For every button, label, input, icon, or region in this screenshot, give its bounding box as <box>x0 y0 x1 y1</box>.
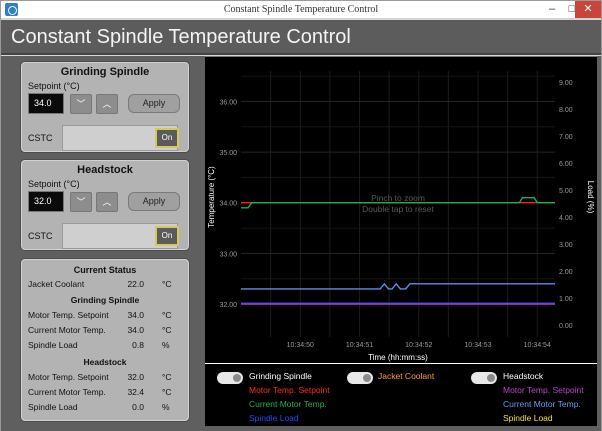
headstock-panel: Headstock Setpoint (°C) 32.0 ﹀ ︿ Apply C… <box>21 160 189 250</box>
legend-item-headstock-current-temp: Current Motor Temp. <box>503 399 581 409</box>
status-row-value: 32.0 <box>127 372 144 382</box>
chevron-down-icon: ﹀ <box>76 197 86 207</box>
legend-item-grinding-spindle-load: Spindle Load <box>249 413 299 423</box>
status-row-unit: °C <box>162 310 172 320</box>
headstock-setpoint-up-button[interactable]: ︿ <box>96 192 118 212</box>
legend-item-headstock-motor-setpoint: Motor Temp. Setpoint <box>503 385 584 395</box>
y-left-tick-label: 33.00 <box>219 251 237 258</box>
status-row-unit: % <box>162 402 170 412</box>
y-axis-left-label: Temperature (°C) <box>207 166 216 228</box>
status-row-value: 34.0 <box>127 325 144 335</box>
status-row-unit: °C <box>162 279 172 289</box>
legend-group-jacket-coolant: Jacket Coolant <box>378 371 435 381</box>
minimize-button[interactable]: – <box>548 3 556 15</box>
legend-group-grinding-spindle: Grinding Spindle <box>249 371 312 381</box>
app-icon <box>5 3 18 16</box>
chevron-up-icon: ︿ <box>102 99 112 109</box>
x-tick-label: 10:34:54 <box>524 342 551 349</box>
app-title: Constant Spindle Temperature Control <box>11 26 351 48</box>
grinding-cstc-label: CSTC <box>28 133 53 143</box>
main-area: Grinding Spindle Setpoint (°C) 34.0 ﹀ ︿ … <box>1 56 601 431</box>
grinding-cstc-toggle[interactable]: On <box>155 128 179 148</box>
legend-item-grinding-current-temp: Current Motor Temp. <box>249 399 327 409</box>
close-button[interactable]: ✕ <box>575 1 601 18</box>
status-row-value: 0.8 <box>132 340 144 350</box>
x-axis-label: Time (hh:mm:ss) <box>368 353 428 362</box>
series-line-headstock-current-motor-temp <box>241 282 555 290</box>
y-right-tick-label: 3.00 <box>559 242 573 249</box>
status-section-heading: Grinding Spindle <box>70 295 140 305</box>
status-row-label: Motor Temp. Setpoint <box>28 310 109 320</box>
status-row-unit: °C <box>162 372 172 382</box>
legend-item-grinding-motor-setpoint: Motor Temp. Setpoint <box>249 385 330 395</box>
status-row-unit: °C <box>162 325 172 335</box>
window-title: Constant Spindle Temperature Control <box>223 4 379 15</box>
y-left-tick-label: 34.00 <box>219 201 237 208</box>
temperature-load-chart[interactable]: 32.00 33.00 34.00 35.00 36.00 0.00 1.00 2.00 3.0… <box>205 57 597 363</box>
status-row-value: 32.4 <box>127 387 144 397</box>
series-line-grinding-spindle-current-motor-temp <box>241 196 555 209</box>
app-header: Constant Spindle Temperature Control <box>1 20 601 55</box>
y-right-tick-label: 2.00 <box>559 269 573 276</box>
y-axis-right-label: Load (%) <box>586 181 595 214</box>
headstock-cstc-toggle[interactable]: On <box>155 226 179 246</box>
y-right-tick-label: 6.00 <box>559 161 573 168</box>
grinding-apply-button[interactable]: Apply <box>128 94 180 113</box>
status-row-label: Spindle Load <box>28 402 78 412</box>
status-row-unit: °C <box>162 387 172 397</box>
status-row-label: Current Motor Temp. <box>28 387 106 397</box>
x-tick-label: 10:34:51 <box>346 342 373 349</box>
y-right-tick-label: 8.00 <box>559 107 573 114</box>
headstock-apply-button[interactable]: Apply <box>128 192 180 211</box>
y-left-tick-label: 36.00 <box>219 99 237 106</box>
status-row-value: 0.0 <box>132 402 144 412</box>
jacket-coolant-series-toggle[interactable] <box>347 372 373 384</box>
legend-item-headstock-spindle-load: Spindle Load <box>503 413 553 423</box>
x-tick-label: 10:34:53 <box>464 342 491 349</box>
y-left-tick-label: 35.00 <box>219 150 237 157</box>
y-left-tick-label: 32.00 <box>219 302 237 309</box>
x-tick-label: 10:34:50 <box>287 342 314 349</box>
status-row-label: Jacket Coolant <box>28 279 85 289</box>
grinding-spindle-series-toggle[interactable] <box>217 372 243 384</box>
chart-legend: Grinding Spindle Motor Temp. Setpoint Cu… <box>205 363 597 427</box>
chevron-up-icon: ︿ <box>102 197 112 207</box>
headstock-setpoint-label: Setpoint (°C) <box>28 179 80 189</box>
title-bar: Constant Spindle Temperature Control – □… <box>1 1 601 19</box>
y-right-tick-label: 7.00 <box>559 134 573 141</box>
status-row-unit: % <box>162 340 170 350</box>
y-right-tick-label: 1.00 <box>559 296 573 303</box>
y-right-tick-label: 0.00 <box>559 323 573 330</box>
status-row-label: Spindle Load <box>28 340 78 350</box>
status-row-value: 22.0 <box>127 279 144 289</box>
y-right-tick-label: 5.00 <box>559 188 573 195</box>
grinding-spindle-panel: Grinding Spindle Setpoint (°C) 34.0 ﹀ ︿ … <box>21 62 189 152</box>
grinding-setpoint-label: Setpoint (°C) <box>28 81 80 91</box>
headstock-setpoint-input[interactable]: 32.0 <box>28 191 64 212</box>
y-right-tick-label: 9.00 <box>559 80 573 87</box>
headstock-setpoint-down-button[interactable]: ﹀ <box>70 192 92 212</box>
status-row-label: Current Motor Temp. <box>28 325 106 335</box>
status-section-heading: Headstock <box>83 357 127 367</box>
status-title: Current Status <box>73 265 137 275</box>
headstock-series-toggle[interactable] <box>471 372 497 384</box>
status-row-label: Motor Temp. Setpoint <box>28 372 109 382</box>
chart-hint-zoom: Pinch to zoom <box>371 193 425 203</box>
chevron-down-icon: ﹀ <box>76 99 86 109</box>
headstock-cstc-label: CSTC <box>28 231 53 241</box>
grinding-setpoint-up-button[interactable]: ︿ <box>96 94 118 114</box>
status-row-value: 34.0 <box>127 310 144 320</box>
grinding-setpoint-input[interactable]: 34.0 <box>28 93 64 114</box>
x-tick-label: 10:34:52 <box>405 342 432 349</box>
current-status-panel: Current Status Jacket Coolant 22.0 °C Gr… <box>21 259 189 421</box>
trend-chart-panel[interactable]: 32.00 33.00 34.00 35.00 36.00 0.00 1.00 2.00 3.0… <box>205 56 597 426</box>
grinding-setpoint-down-button[interactable]: ﹀ <box>70 94 92 114</box>
y-right-tick-label: 4.00 <box>559 215 573 222</box>
chart-hint-reset: Double tap to reset <box>362 204 434 214</box>
legend-group-headstock: Headstock <box>503 371 544 381</box>
grinding-panel-title: Grinding Spindle <box>60 66 150 78</box>
maximize-button[interactable]: □ <box>568 3 576 15</box>
headstock-panel-title: Headstock <box>77 164 133 176</box>
